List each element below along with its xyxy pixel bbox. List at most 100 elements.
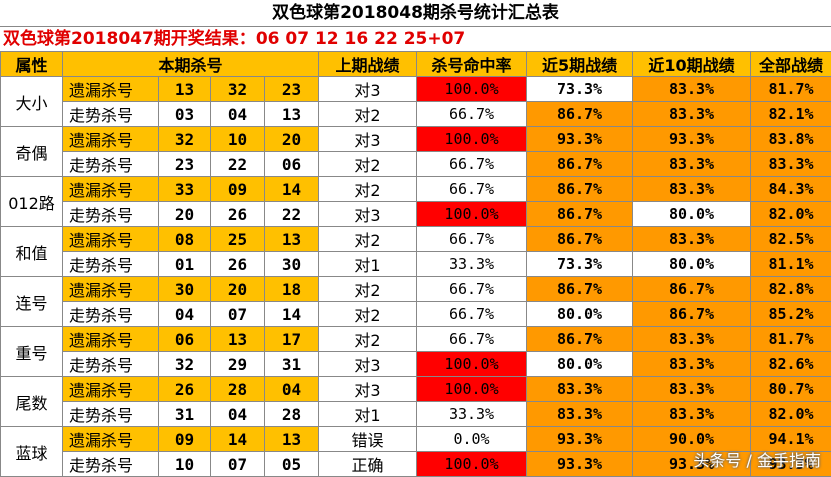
hit-rate: 100.0% [416,201,528,227]
hit-rate: 100.0% [416,451,528,477]
table-row: 连号 遗漏杀号 30 20 18 对2 66.7% 86.7% 86.7% 82.8% [0,276,831,327]
all-rate: 93.3% [750,451,831,477]
recent5-rate: 73.3% [526,251,634,277]
kill-number: 14 [263,176,320,202]
recent5-rate: 86.7% [526,276,634,302]
table-row: 奇偶 遗漏杀号 32 10 20 对3 100.0% 93.3% 93.3% 83.8% [0,126,831,177]
all-rate: 83.8% [750,126,831,152]
table-row: 走势杀号 20 26 22 对3 100.0% 86.7% 80.0% 82.0% [1,201,831,227]
all-rate: 84.3% [750,176,831,202]
kill-method: 走势杀号 [62,351,159,377]
recent5-rate: 93.3% [526,451,634,477]
kill-method: 遗漏杀号 [62,376,159,402]
kill-method: 走势杀号 [62,451,159,477]
all-rate: 82.8% [750,276,831,302]
recent10-rate: 80.0% [632,201,752,227]
hit-rate: 100.0% [416,126,528,152]
all-rate: 82.0% [750,401,831,427]
kill-number: 06 [263,151,320,177]
recent10-rate: 83.3% [632,101,752,127]
kill-number: 07 [210,451,265,477]
recent10-rate: 86.7% [632,301,752,327]
kill-number: 04 [210,101,265,127]
kill-number: 30 [158,276,211,302]
attr-cell: 尾数 [0,376,63,427]
hit-rate: 66.7% [416,101,528,127]
recent5-rate: 83.3% [526,376,634,402]
all-rate: 82.1% [750,101,831,127]
all-rate: 94.1% [750,426,831,452]
kill-number: 20 [210,276,265,302]
table-row: 012路 遗漏杀号 33 09 14 对2 66.7% 86.7% 83.3% 84.3% [0,176,831,227]
kill-number: 22 [263,201,320,227]
hit-rate: 33.3% [416,401,528,427]
header-last-result: 上期战绩 [318,51,418,77]
kill-number: 23 [158,151,211,177]
page-title: 双色球第2018048期杀号统计汇总表 [0,0,831,27]
all-rate: 81.7% [750,326,831,352]
kill-number: 04 [210,401,265,427]
header-attr: 属性 [0,51,63,77]
last-result: 错误 [318,426,418,452]
kill-number: 29 [210,351,265,377]
kill-method: 走势杀号 [62,201,159,227]
last-result: 对2 [318,101,418,127]
attr-cell: 蓝球 [0,426,63,477]
kill-method: 遗漏杀号 [62,176,159,202]
recent10-rate: 83.3% [632,151,752,177]
kill-number: 08 [158,226,211,252]
recent10-rate: 93.3% [632,126,752,152]
last-result: 对3 [318,376,418,402]
kill-number: 01 [158,251,211,277]
kill-number: 32 [158,351,211,377]
attr-cell: 重号 [0,326,63,377]
table-row: 走势杀号 23 22 06 对2 66.7% 86.7% 83.3% 83.3% [1,151,831,177]
draw-result: 双色球第2018047期开奖结果：06 07 12 16 22 25+07 [0,27,831,51]
kill-number: 09 [210,176,265,202]
last-result: 对2 [318,276,418,302]
header-recent10: 近10期战绩 [632,51,752,77]
kill-number: 14 [210,426,265,452]
kill-number: 32 [158,126,211,152]
kill-number: 23 [263,76,320,102]
kill-method: 遗漏杀号 [62,276,159,302]
kill-number: 20 [158,201,211,227]
table-row: 走势杀号 10 07 05 正确 100.0% 93.3% 93.3% 93.3% [1,451,831,477]
kill-number: 10 [158,451,211,477]
kill-number: 28 [210,376,265,402]
kill-method: 走势杀号 [62,101,159,127]
table-row: 走势杀号 01 26 30 对1 33.3% 73.3% 80.0% 81.1% [1,251,831,277]
kill-number: 20 [263,126,320,152]
hit-rate: 66.7% [416,176,528,202]
recent5-rate: 83.3% [526,401,634,427]
recent5-rate: 93.3% [526,126,634,152]
recent10-rate: 83.3% [632,76,752,102]
kill-number: 28 [263,401,320,427]
attr-cell: 012路 [0,176,63,227]
kill-number: 18 [263,276,320,302]
kill-number-table: 属性 本期杀号 上期战绩 杀号命中率 近5期战绩 近10期战绩 全部战绩 大小遗… [0,51,831,477]
hit-rate: 100.0% [416,351,528,377]
all-rate: 80.7% [750,376,831,402]
kill-number: 25 [210,226,265,252]
kill-number: 09 [158,426,211,452]
draw-result-label: 双色球第2018047期开奖结果： [3,29,256,49]
kill-method: 遗漏杀号 [62,226,159,252]
hit-rate: 66.7% [416,151,528,177]
attr-cell: 连号 [0,276,63,327]
kill-number: 06 [158,326,211,352]
last-result: 对3 [318,76,418,102]
hit-rate: 66.7% [416,301,528,327]
hit-rate: 33.3% [416,251,528,277]
table-row: 尾数 遗漏杀号 26 28 04 对3 100.0% 83.3% 83.3% 80.7% [0,376,831,427]
watermark-text: 头条号 / 金手指南 [693,451,821,470]
hit-rate: 100.0% [416,76,528,102]
kill-number: 26 [158,376,211,402]
recent10-rate: 83.3% [632,351,752,377]
recent5-rate: 80.0% [526,301,634,327]
recent10-rate: 80.0% [632,251,752,277]
kill-number: 04 [158,301,211,327]
table-row: 走势杀号 03 04 13 对2 66.7% 86.7% 83.3% 82.1% [1,101,831,127]
last-result: 对3 [318,351,418,377]
attr-cell: 和值 [0,226,63,277]
